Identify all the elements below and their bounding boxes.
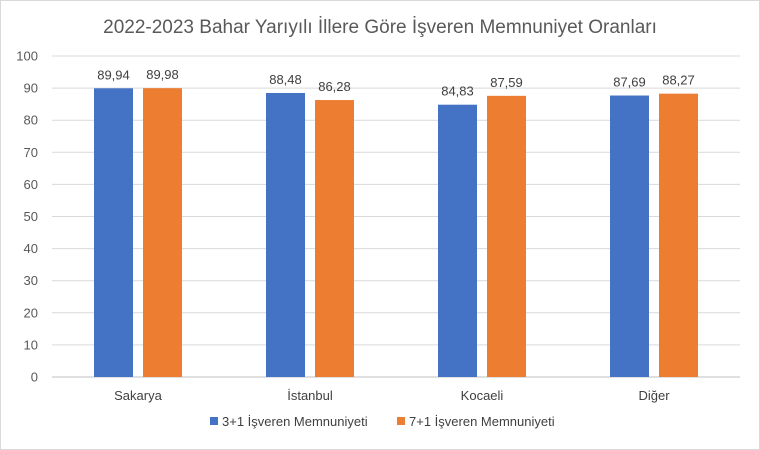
y-tick-label: 40 (24, 241, 38, 256)
bar (659, 93, 698, 378)
legend-label: 3+1 İşveren Memnuniyeti (222, 414, 368, 429)
legend: 3+1 İşveren Memnuniyeti 7+1 İşveren Memnu… (210, 414, 555, 429)
y-tick-label: 20 (24, 305, 38, 320)
data-label: 88,48 (269, 72, 302, 87)
bars (94, 88, 698, 378)
legend-swatch (210, 417, 218, 425)
y-tick-label: 30 (24, 273, 38, 288)
data-label: 86,28 (318, 79, 351, 94)
y-tick-label: 100 (16, 49, 38, 64)
y-tick-label: 60 (24, 177, 38, 192)
data-label: 88,27 (662, 73, 695, 88)
bar (610, 95, 649, 377)
bar (266, 92, 305, 378)
y-tick-label: 80 (24, 113, 38, 128)
bar (487, 95, 526, 378)
bar (94, 88, 133, 377)
legend-swatch (397, 417, 405, 425)
data-label: 89,98 (146, 67, 179, 82)
category-label: Diğer (638, 388, 670, 403)
bar (315, 100, 354, 377)
data-labels: 89,94 89,98 88,48 86,28 84,83 87,59 87,69 88,27 (97, 67, 695, 99)
category-label: Sakarya (114, 388, 162, 403)
y-tick-label: 10 (24, 337, 38, 352)
y-tick-label: 70 (24, 145, 38, 160)
y-tick-label: 90 (24, 81, 38, 96)
y-tick-label: 50 (24, 209, 38, 224)
x-axis-categories: Sakarya İstanbul Kocaeli Diğer (114, 388, 670, 403)
bar (438, 104, 477, 377)
category-label: Kocaeli (461, 388, 504, 403)
category-label: İstanbul (287, 388, 333, 403)
y-axis-ticks: 0 10 20 30 40 50 60 70 80 90 100 (16, 49, 38, 385)
y-tick-label: 0 (31, 370, 38, 385)
data-label: 87,59 (490, 75, 523, 90)
chart-title: 2022-2023 Bahar Yarıyılı İllere Göre İşv… (103, 17, 657, 38)
data-label: 87,69 (613, 75, 646, 90)
data-label: 89,94 (97, 67, 130, 82)
legend-label: 7+1 İşveren Memnuniyeti (409, 414, 555, 429)
bar (143, 88, 182, 378)
data-label: 84,83 (441, 84, 474, 99)
